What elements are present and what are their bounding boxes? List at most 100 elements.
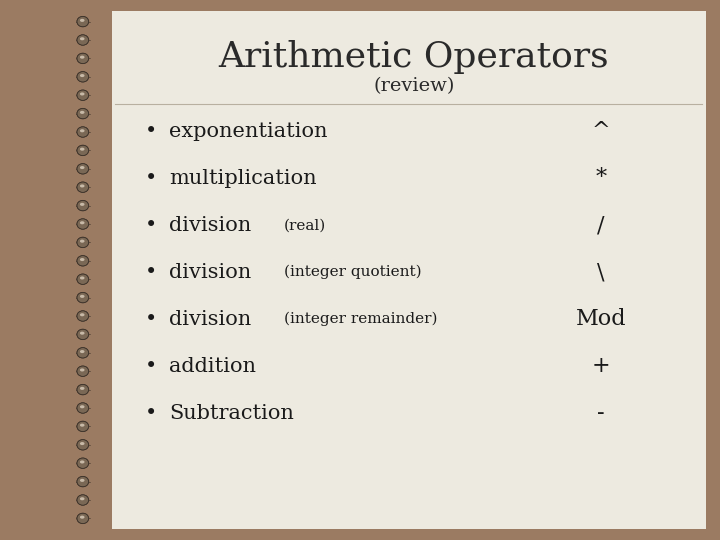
Ellipse shape xyxy=(76,90,89,101)
Ellipse shape xyxy=(80,479,84,482)
Ellipse shape xyxy=(80,37,84,40)
Ellipse shape xyxy=(80,276,84,280)
Ellipse shape xyxy=(76,200,89,211)
Ellipse shape xyxy=(77,329,89,340)
Ellipse shape xyxy=(77,182,89,192)
Ellipse shape xyxy=(80,497,84,500)
Ellipse shape xyxy=(80,92,84,96)
Ellipse shape xyxy=(76,16,89,27)
Ellipse shape xyxy=(76,274,89,285)
Ellipse shape xyxy=(76,457,89,469)
Ellipse shape xyxy=(77,513,89,524)
Ellipse shape xyxy=(80,258,84,261)
Ellipse shape xyxy=(76,126,89,138)
Ellipse shape xyxy=(77,366,89,376)
Ellipse shape xyxy=(77,255,89,266)
Text: division: division xyxy=(169,262,258,282)
Ellipse shape xyxy=(76,292,89,303)
Text: /: / xyxy=(598,214,605,236)
Ellipse shape xyxy=(77,440,89,450)
Ellipse shape xyxy=(80,240,84,242)
Ellipse shape xyxy=(77,421,89,431)
Ellipse shape xyxy=(77,53,89,64)
Ellipse shape xyxy=(77,293,89,303)
Ellipse shape xyxy=(77,72,89,82)
Text: •: • xyxy=(145,121,158,141)
Ellipse shape xyxy=(77,200,89,211)
Ellipse shape xyxy=(80,129,84,132)
Text: (real): (real) xyxy=(284,218,326,232)
Ellipse shape xyxy=(80,221,84,224)
Ellipse shape xyxy=(80,166,84,169)
Ellipse shape xyxy=(77,219,89,229)
Ellipse shape xyxy=(76,237,89,248)
Text: *: * xyxy=(595,167,607,189)
Ellipse shape xyxy=(77,476,89,487)
Text: \: \ xyxy=(598,261,605,283)
Ellipse shape xyxy=(76,494,89,505)
Text: •: • xyxy=(145,309,158,329)
Ellipse shape xyxy=(77,458,89,468)
Text: Subtraction: Subtraction xyxy=(169,403,294,423)
Text: Mod: Mod xyxy=(576,308,626,330)
Ellipse shape xyxy=(80,111,84,114)
Text: -: - xyxy=(598,402,605,424)
Text: •: • xyxy=(145,403,158,423)
Text: addition: addition xyxy=(169,356,256,376)
Text: division: division xyxy=(169,309,258,329)
Ellipse shape xyxy=(77,311,89,321)
Ellipse shape xyxy=(80,295,84,298)
Ellipse shape xyxy=(76,218,89,230)
Ellipse shape xyxy=(80,185,84,187)
FancyBboxPatch shape xyxy=(112,11,706,529)
Text: exponentiation: exponentiation xyxy=(169,122,328,141)
Ellipse shape xyxy=(76,476,89,487)
Ellipse shape xyxy=(80,19,84,22)
Ellipse shape xyxy=(80,442,84,445)
Text: (integer quotient): (integer quotient) xyxy=(284,265,421,279)
Text: multiplication: multiplication xyxy=(169,168,317,188)
Ellipse shape xyxy=(77,90,89,100)
Ellipse shape xyxy=(76,35,89,46)
Ellipse shape xyxy=(77,403,89,413)
Text: ^: ^ xyxy=(592,120,611,142)
Text: +: + xyxy=(592,355,611,377)
Ellipse shape xyxy=(80,461,84,463)
Ellipse shape xyxy=(77,384,89,395)
Text: Arithmetic Operators: Arithmetic Operators xyxy=(219,40,609,73)
Ellipse shape xyxy=(80,74,84,77)
Text: •: • xyxy=(145,168,158,188)
Ellipse shape xyxy=(77,348,89,358)
Ellipse shape xyxy=(80,387,84,390)
Ellipse shape xyxy=(76,310,89,322)
Text: •: • xyxy=(145,356,158,376)
Ellipse shape xyxy=(77,274,89,285)
Text: (integer remainder): (integer remainder) xyxy=(284,312,437,326)
Ellipse shape xyxy=(77,109,89,119)
Ellipse shape xyxy=(76,384,89,395)
Ellipse shape xyxy=(76,255,89,266)
Ellipse shape xyxy=(80,332,84,335)
Ellipse shape xyxy=(80,423,84,427)
Ellipse shape xyxy=(76,108,89,119)
Ellipse shape xyxy=(80,203,84,206)
Text: (review): (review) xyxy=(373,77,455,96)
Ellipse shape xyxy=(76,421,89,432)
Ellipse shape xyxy=(76,347,89,359)
Ellipse shape xyxy=(80,350,84,353)
Ellipse shape xyxy=(80,147,84,151)
Ellipse shape xyxy=(77,145,89,156)
Ellipse shape xyxy=(80,405,84,408)
Ellipse shape xyxy=(76,145,89,156)
Ellipse shape xyxy=(77,127,89,137)
Ellipse shape xyxy=(80,56,84,59)
Ellipse shape xyxy=(76,513,89,524)
Ellipse shape xyxy=(76,439,89,450)
Ellipse shape xyxy=(80,516,84,519)
Ellipse shape xyxy=(76,366,89,377)
Text: •: • xyxy=(145,215,158,235)
Ellipse shape xyxy=(76,53,89,64)
Ellipse shape xyxy=(77,35,89,45)
Ellipse shape xyxy=(76,329,89,340)
Ellipse shape xyxy=(80,368,84,372)
